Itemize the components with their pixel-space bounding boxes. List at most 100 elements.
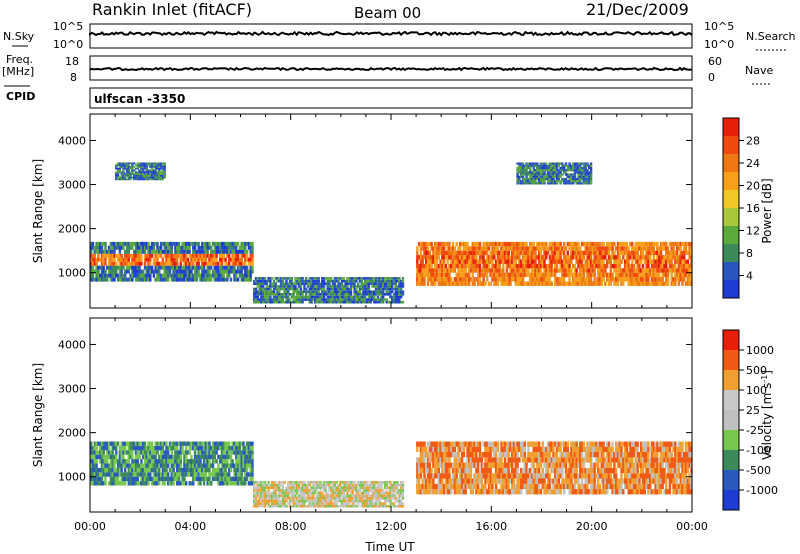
heatmap-cell — [142, 171, 145, 174]
heatmap-cell — [586, 263, 589, 269]
heatmap-cell — [220, 265, 224, 270]
heatmap-cell — [383, 279, 387, 283]
heatmap-cell — [326, 481, 329, 484]
heatmap-cell — [459, 272, 462, 278]
heatmap-cell — [333, 298, 337, 301]
heatmap-cell — [281, 277, 285, 280]
heatmap-cell — [430, 255, 433, 260]
heatmap-cell — [419, 272, 423, 278]
heatmap-cell — [220, 472, 224, 477]
heatmap-cell — [154, 241, 157, 246]
heatmap-cell — [478, 255, 482, 260]
heatmap-cell — [165, 241, 168, 246]
heatmap-cell — [690, 268, 693, 273]
heatmap-cell — [358, 499, 362, 503]
heatmap-cell — [202, 454, 206, 460]
heatmap-cell — [337, 279, 340, 283]
heatmap-cell — [523, 255, 526, 260]
heatmap-cell — [245, 253, 249, 258]
heatmap-cell — [267, 489, 270, 492]
heatmap-cell — [423, 246, 426, 251]
heatmap-cell — [552, 250, 555, 256]
heatmap-cell — [258, 483, 261, 487]
heatmap-cell — [109, 472, 113, 477]
heatmap-cell — [331, 285, 335, 288]
heatmap-cell — [136, 445, 139, 451]
heatmap-cell — [374, 282, 378, 285]
heatmap-cell — [351, 494, 354, 497]
heatmap-cell — [274, 285, 277, 288]
heatmap-cell — [482, 246, 485, 251]
heatmap-cell — [358, 497, 362, 500]
heatmap-cell — [575, 162, 578, 165]
heatmap-cell — [176, 450, 179, 455]
heatmap-cell — [613, 277, 616, 282]
heatmap-cell — [373, 295, 376, 299]
heatmap-cell — [138, 241, 141, 246]
heatmap-cell — [494, 268, 498, 273]
heatmap-cell — [287, 486, 290, 489]
heatmap-cell — [251, 454, 254, 460]
heatmap-cell — [634, 281, 638, 286]
heatmap-cell — [204, 467, 208, 473]
heatmap-cell — [201, 249, 204, 254]
heatmap-cell — [174, 463, 177, 468]
heatmap-cell — [566, 263, 569, 269]
heatmap-cell — [193, 273, 197, 278]
heatmap-cell — [622, 250, 625, 256]
heatmap-cell — [550, 162, 553, 165]
heatmap-cell — [580, 173, 584, 176]
heatmap-cell — [231, 450, 234, 455]
heatmap-cell — [215, 245, 218, 250]
heatmap-cell — [213, 273, 216, 278]
heatmap-cell — [283, 502, 286, 505]
heatmap-cell — [165, 472, 168, 477]
heatmap-cell — [292, 499, 295, 503]
heatmap-cell — [478, 277, 482, 282]
heatmap-cell — [543, 166, 546, 170]
heatmap-cell — [561, 277, 564, 282]
heatmap-cell — [339, 293, 342, 296]
heatmap-cell — [616, 255, 620, 260]
heatmap-cell — [285, 486, 288, 489]
heatmap-cell — [285, 499, 288, 503]
heatmap-cell — [161, 257, 165, 262]
heatmap-cell — [305, 282, 308, 285]
heatmap-cell — [654, 241, 657, 247]
heatmap-cell — [468, 246, 471, 251]
heatmap-cell — [263, 494, 267, 497]
heatmap-cell — [340, 486, 344, 489]
heatmap-cell — [116, 265, 120, 270]
heatmap-cell — [308, 502, 311, 505]
heatmap-cell — [570, 259, 573, 264]
heatmap-cell — [122, 454, 125, 460]
heatmap-cell — [511, 272, 514, 278]
heatmap-cell — [317, 483, 320, 487]
heatmap-cell — [589, 166, 593, 170]
heatmap-cell — [344, 282, 347, 285]
heatmap-cell — [251, 253, 254, 258]
heatmap-cell — [177, 241, 181, 246]
heatmap-cell — [312, 287, 315, 291]
heatmap-cell — [496, 268, 500, 273]
heatmap-cell — [131, 265, 134, 270]
heatmap-cell — [448, 268, 451, 273]
heatmap-cell — [398, 279, 401, 283]
heatmap-cell — [154, 277, 157, 282]
heatmap-cell — [263, 483, 267, 487]
heatmap-cell — [116, 467, 120, 473]
heatmap-cell — [102, 463, 105, 468]
heatmap-cell — [314, 504, 317, 508]
heatmap-cell — [493, 263, 496, 269]
heatmap-cell — [253, 279, 256, 283]
heatmap-cell — [656, 263, 659, 269]
heatmap-cell — [195, 277, 199, 282]
heatmap-cell — [541, 169, 544, 172]
heatmap-cell — [613, 268, 616, 273]
heatmap-cell — [555, 182, 559, 185]
heatmap-cell — [188, 277, 191, 282]
heatmap-cell — [473, 241, 476, 247]
heatmap-cell — [281, 287, 285, 291]
heatmap-cell — [285, 285, 288, 288]
heatmap-cell — [625, 272, 629, 278]
